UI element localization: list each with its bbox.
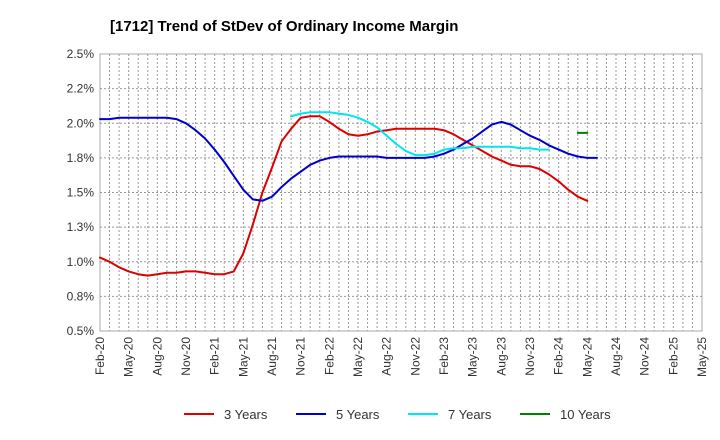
x-tick-label: Nov-23 [523,337,537,376]
x-tick-label: Aug-24 [609,337,623,376]
legend-label-7-years: 7 Years [448,407,492,422]
series-line-7-years [290,111,551,157]
x-tick-label: Nov-24 [638,337,652,376]
y-tick-label: 2.5% [67,47,95,61]
x-tick-label: May-20 [122,337,136,377]
y-tick-label: 1.8% [67,151,95,165]
y-tick-label: 1.3% [67,220,95,234]
y-tick-label: 1.5% [67,186,95,200]
chart-title: [1712] Trend of StDev of Ordinary Income… [110,18,458,35]
x-tick-label: Nov-22 [408,337,422,376]
legend-label-10-years: 10 Years [560,407,611,422]
y-tick-label: 0.5% [67,324,95,338]
x-tick-label: Aug-20 [150,337,164,376]
x-tick-label: Aug-23 [494,337,508,376]
x-tick-label: Feb-22 [322,337,336,375]
x-tick-label: Nov-21 [294,337,308,376]
y-axis-ticks: 0.5% 0.8% 1.0% 1.3% 1.5% 1.8% 2.0% 2.2% 2.5% [67,47,95,338]
x-tick-label: Feb-24 [552,337,566,375]
x-tick-label: May-24 [580,337,594,377]
y-tick-label: 2.0% [67,116,95,130]
series-line-3-years [99,115,589,277]
y-tick-label: 2.2% [67,82,95,96]
series-line-5-years [99,116,598,202]
x-tick-label: May-21 [236,337,250,377]
x-tick-label: May-22 [351,337,365,377]
x-axis-ticks: Feb-20 May-20 Aug-20 Nov-20 Feb-21 May-21 Aug-… [93,337,709,377]
legend-label-3-years: 3 Years [224,407,268,422]
legend-label-5-years: 5 Years [336,407,380,422]
y-tick-label: 0.8% [67,289,95,303]
x-tick-label: Aug-21 [265,337,279,376]
x-tick-label: May-23 [466,337,480,377]
x-tick-label: Aug-22 [380,337,394,376]
x-tick-label: Nov-20 [179,337,193,376]
x-tick-label: Feb-20 [93,337,107,375]
x-tick-label: Feb-25 [666,337,680,375]
y-tick-label: 1.0% [67,255,95,269]
legend: 3 Years 5 Years 7 Years 10 Years [184,407,611,422]
x-tick-label: Feb-23 [437,337,451,375]
x-tick-label: Feb-21 [208,337,222,375]
x-tick-label: May-25 [695,337,709,377]
series-layer [99,111,598,277]
